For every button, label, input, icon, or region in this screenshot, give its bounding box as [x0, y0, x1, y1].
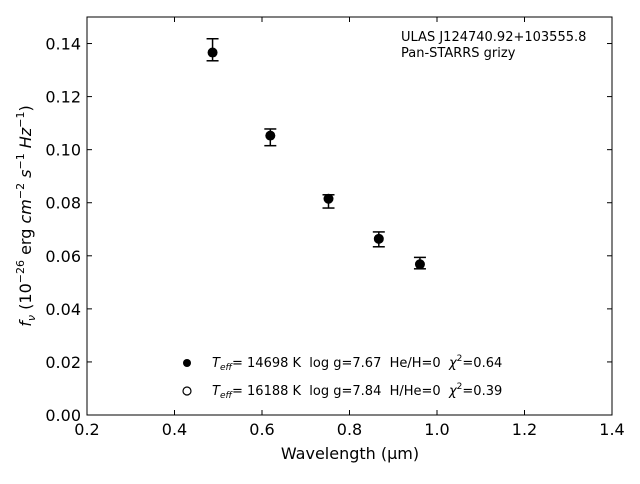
legend: Teff= 14698 K log g=7.67 He/H=0 χ2=0.64 …: [182, 354, 502, 401]
data-point: [373, 233, 384, 244]
y-tick-label: 0.02: [45, 353, 81, 372]
y-axis-label: fν (10−26 erg cm−2 s−1 Hz−1): [14, 105, 38, 326]
legend-entry-1: Teff= 14698 K log g=7.67 He/H=0 χ2=0.64: [212, 354, 502, 373]
y-tick-label: 0.00: [45, 406, 81, 425]
x-tick-label: 0.6: [249, 420, 274, 439]
annotation-line1: ULAS J124740.92+103555.8: [401, 30, 586, 45]
x-tick-label: 1.0: [424, 420, 449, 439]
y-tick-label: 0.10: [45, 141, 81, 160]
data-point: [323, 193, 334, 204]
y-tick-label: 0.04: [45, 300, 81, 319]
annotation-line2: Pan-STARRS grizy: [401, 46, 516, 61]
legend-marker-open: [182, 386, 192, 396]
data-point: [207, 47, 218, 58]
x-tick-label: 1.4: [599, 420, 624, 439]
data-point: [265, 130, 276, 141]
y-tick-label: 0.08: [45, 194, 81, 213]
x-tick-label: 0.8: [337, 420, 362, 439]
x-tick-label: 0.4: [162, 420, 187, 439]
y-tick-label: 0.12: [45, 88, 81, 107]
legend-entry-2: Teff= 16188 K log g=7.84 H/He=0 χ2=0.39: [212, 382, 502, 401]
data-point: [414, 259, 425, 270]
y-tick-label: 0.06: [45, 247, 81, 266]
x-axis-label: Wavelength (μm): [281, 444, 419, 463]
x-tick-label: 1.2: [512, 420, 537, 439]
x-tick-label: 0.2: [74, 420, 99, 439]
legend-marker-filled: [183, 359, 191, 367]
y-tick-label: 0.14: [45, 35, 81, 54]
plot-frame: [86, 16, 613, 416]
